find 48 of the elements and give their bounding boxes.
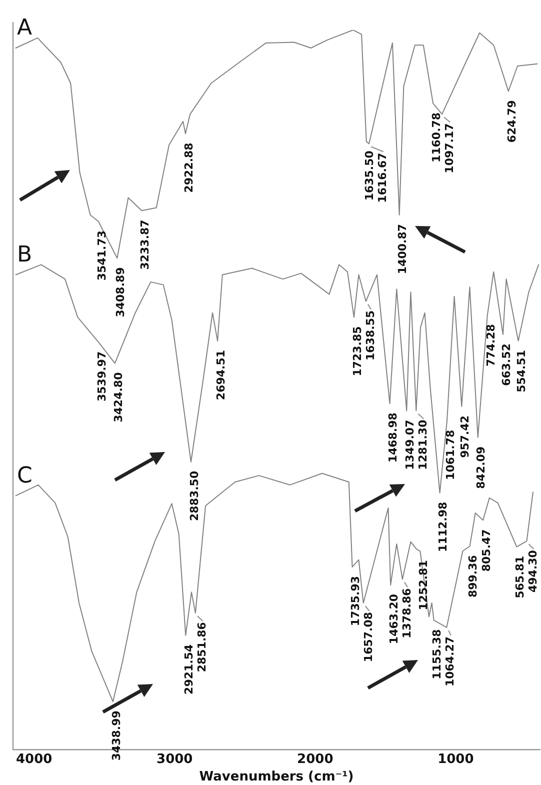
annotation: 3424.80 [112, 372, 125, 422]
annotation: 2851.86 [196, 622, 208, 672]
annotation: 2922.88 [182, 142, 196, 193]
annotation: 805.47 [480, 529, 493, 572]
series-label: C [17, 463, 32, 488]
annotation: 3541.73 [95, 230, 108, 281]
annotation: 1638.55 [364, 310, 377, 360]
annotation: 1635.50 [363, 150, 376, 201]
annotation: 1061.78 [444, 430, 457, 480]
annotation: 1097.17 [442, 123, 456, 174]
annotation: 494.30 [526, 550, 540, 593]
annotation: 1349.07 [403, 420, 416, 470]
annotation: 554.51 [515, 350, 528, 392]
annotation: 663.52 [500, 343, 513, 386]
annotation: 774.28 [484, 324, 498, 366]
x-tick-label: 3000 [156, 752, 193, 767]
annotation: 565.81 [514, 556, 527, 598]
annotation: 1252.81 [417, 560, 430, 610]
annotation: 957.42 [458, 415, 472, 458]
x-tick-label: 2000 [297, 752, 334, 767]
annotation: 624.79 [505, 100, 518, 143]
annotation: 1657.08 [362, 612, 376, 662]
annotation: 1723.85 [350, 326, 364, 376]
series-label: A [17, 16, 32, 41]
annotation: 1064.27 [444, 636, 457, 687]
annotation: 1160.78 [430, 112, 443, 163]
annotation: 1155.38 [430, 629, 444, 680]
annotation: 899.36 [466, 554, 480, 598]
annotation: 1463.20 [387, 594, 400, 644]
annotation: 1616.67 [376, 152, 390, 203]
annotation: 1378.86 [400, 588, 414, 638]
annotation: 1400.87 [396, 224, 410, 274]
series-label: B [17, 242, 32, 268]
annotation: 3233.87 [138, 220, 152, 270]
annotation: 1281.30 [416, 419, 430, 470]
annotation: 2694.51 [214, 350, 228, 400]
annotation: 3438.99 [110, 710, 123, 761]
annotation: 2921.54 [182, 644, 196, 694]
annotation: 1468.98 [386, 412, 400, 463]
x-axis-title: Wavenumbers (cm⁻¹) [199, 770, 354, 785]
x-tick-label: 4000 [16, 752, 52, 767]
x-tick-label: 1000 [438, 752, 474, 767]
annotation: 1735.93 [349, 576, 362, 626]
annotation: 1112.98 [436, 502, 450, 552]
annotation: 3539.97 [96, 351, 109, 402]
annotation: 3408.89 [114, 267, 128, 318]
annotation: 2883.50 [188, 470, 201, 521]
annotation: 842.09 [474, 446, 488, 489]
